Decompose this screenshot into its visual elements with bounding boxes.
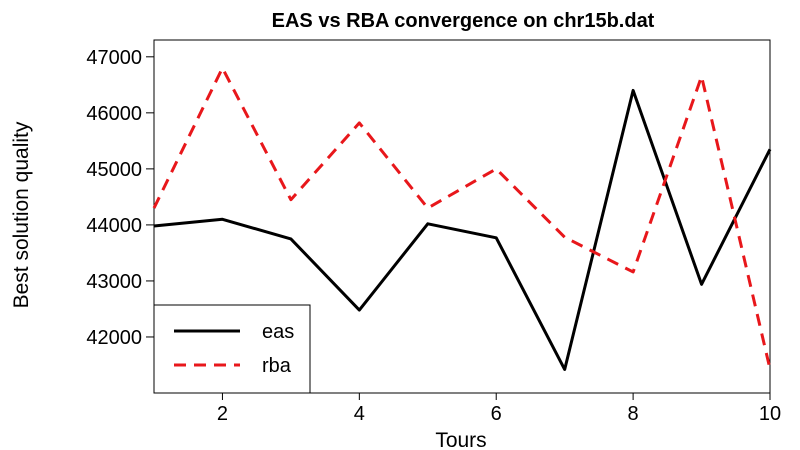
y-axis-label: Best solution quality (10, 121, 33, 308)
chart-title: EAS vs RBA convergence on chr15b.dat (272, 10, 655, 32)
y-tick-label: 47000 (86, 47, 142, 69)
y-tick-label: 45000 (86, 159, 142, 181)
y-tick-label: 46000 (86, 103, 142, 125)
series-layer (152, 66, 772, 371)
series-line-rba (152, 66, 772, 370)
x-axis-label: Tours (435, 429, 486, 450)
y-tick-label: 43000 (86, 271, 142, 293)
x-tick-label: 4 (354, 403, 365, 425)
x-tick-label: 8 (628, 403, 639, 425)
plot-frame (153, 39, 771, 394)
x-tick-label: 2 (217, 403, 228, 425)
legend: eas rba (153, 304, 311, 394)
legend-box (153, 304, 311, 394)
series-line-eas (153, 88, 772, 371)
x-axis: 2 4 6 8 10 (217, 393, 781, 425)
x-tick-label: 6 (491, 403, 502, 425)
y-axis: 42000 43000 44000 45000 46000 47000 (86, 47, 154, 349)
x-tick-label: 10 (759, 403, 781, 425)
y-tick-label: 42000 (86, 327, 142, 349)
y-tick-label: 44000 (86, 215, 142, 237)
legend-label-rba: rba (262, 355, 292, 377)
legend-label-eas: eas (262, 321, 294, 343)
